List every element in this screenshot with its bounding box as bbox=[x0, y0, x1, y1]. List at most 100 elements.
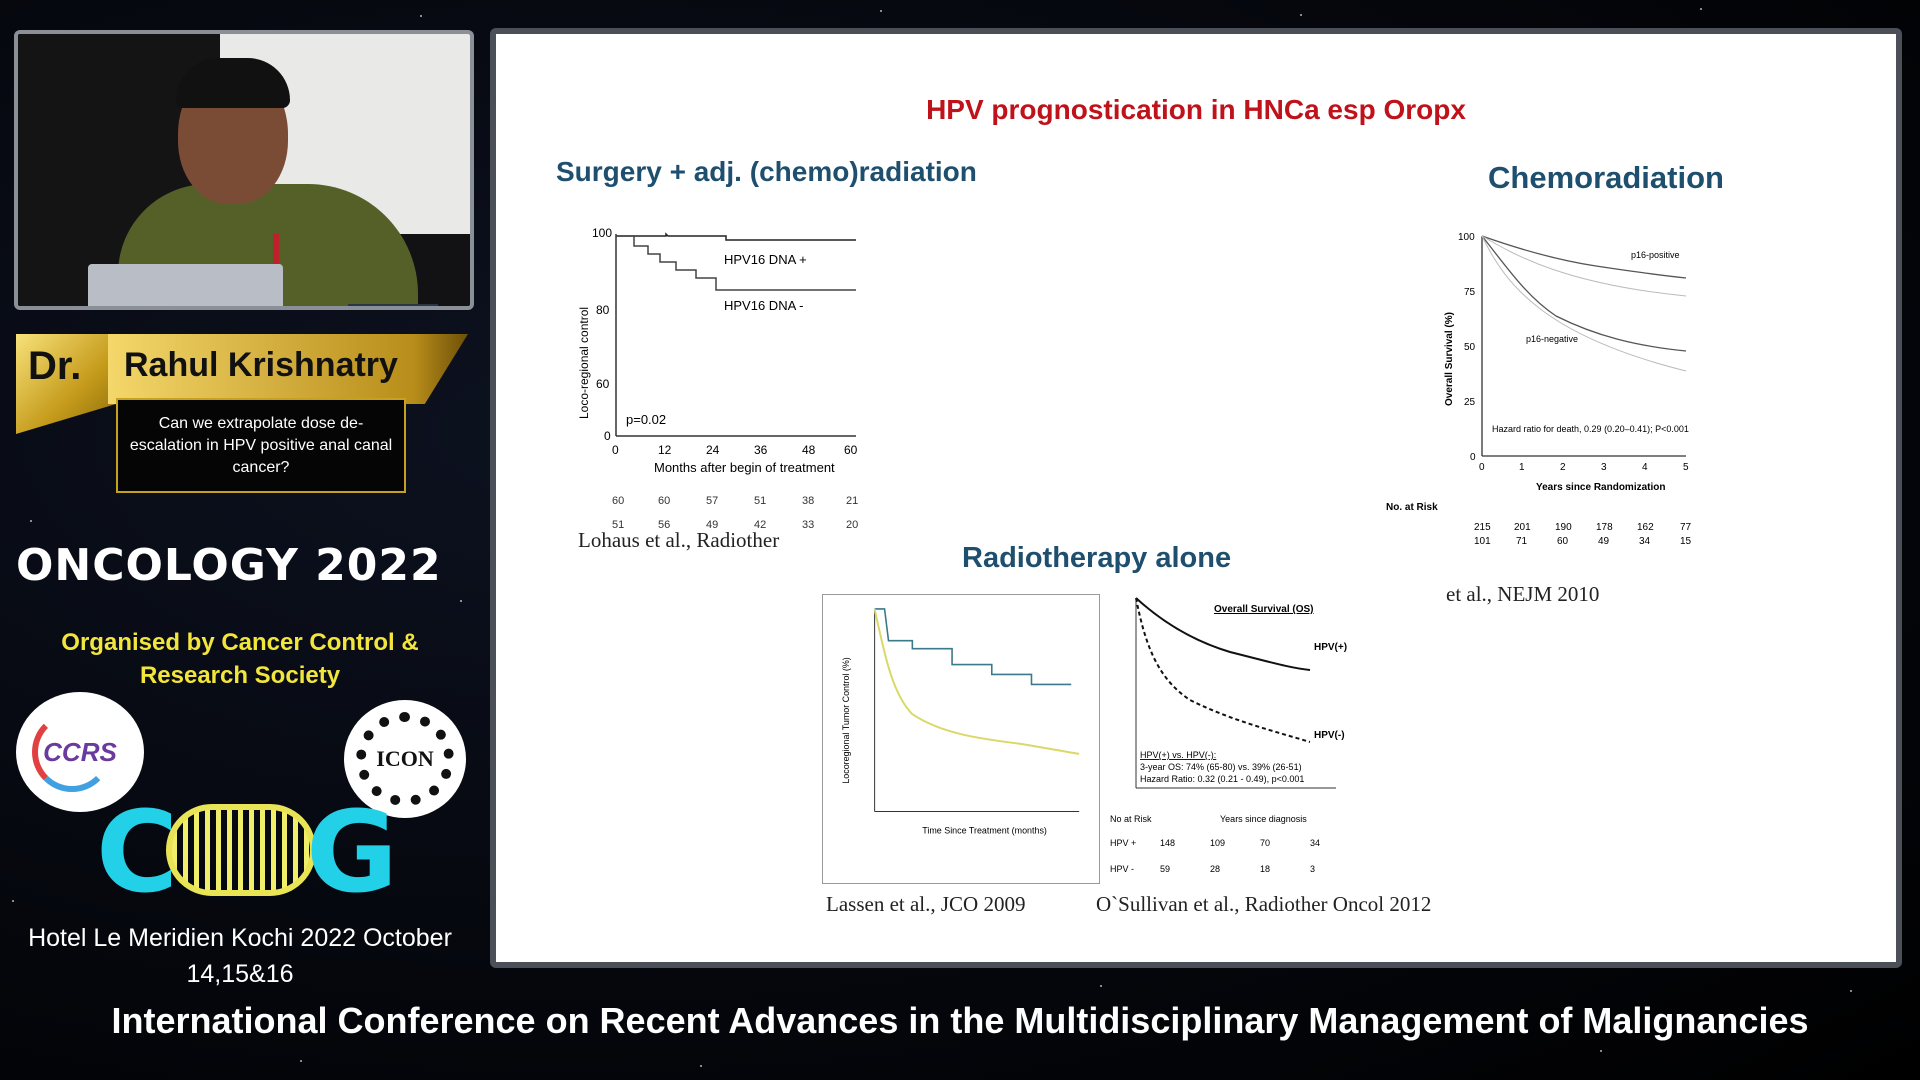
ccrs-logo: CCRS bbox=[16, 692, 144, 812]
speaker-name-banner: Dr. Rahul Krishnatry Can we extrapolate … bbox=[16, 334, 468, 494]
p3r-risk: 34 bbox=[1310, 838, 1320, 848]
p3r-stats-3: Hazard Ratio: 0.32 (0.21 - 0.49), p<0.00… bbox=[1140, 774, 1304, 784]
panel1-citation: Lohaus et al., Radiother bbox=[578, 528, 780, 552]
p1-xtick: 24 bbox=[706, 443, 720, 457]
p1-label-pos: HPV16 DNA + bbox=[724, 252, 807, 267]
p2-ci-lower bbox=[1481, 235, 1687, 372]
slide-title: HPV prognostication in HNCa esp Oropx bbox=[926, 94, 1466, 125]
p3l-xlabel: Time Since Treatment (months) bbox=[922, 825, 1047, 835]
p2-risk: 201 bbox=[1514, 522, 1531, 533]
p3r-risk-pos-label: HPV + bbox=[1110, 838, 1136, 848]
p1-risk-pos: 60 60 57 51 38 21 bbox=[612, 495, 858, 507]
p1-xtick: 0 bbox=[612, 443, 619, 457]
panel2-heading: Chemoradiation bbox=[1488, 160, 1724, 195]
p2-label-pos: p16-positive bbox=[1631, 250, 1680, 260]
p3r-risk-neg: 59 28 18 3 bbox=[1160, 864, 1315, 874]
p3r-risk: 109 bbox=[1210, 838, 1225, 848]
p1-xtick: 48 bbox=[802, 443, 816, 457]
p1-risk: 51 bbox=[754, 495, 766, 507]
p3r-risk: 3 bbox=[1310, 864, 1315, 874]
p3r-risk: 148 bbox=[1160, 838, 1175, 848]
p2-ytick: 50 bbox=[1464, 342, 1476, 353]
venue-line-2: 14,15&16 bbox=[186, 960, 294, 988]
p3r-series-neg bbox=[1135, 597, 1311, 743]
p1-pvalue: p=0.02 bbox=[626, 412, 666, 427]
p2-risk: 49 bbox=[1598, 536, 1610, 547]
p3r-risk-pos: 148 109 70 34 bbox=[1160, 838, 1320, 848]
second-laptop-icon bbox=[348, 304, 438, 306]
p2-label-neg: p16-negative bbox=[1526, 334, 1578, 344]
p3r-at-risk: No at Risk bbox=[1110, 814, 1152, 824]
p2-risk: 162 bbox=[1637, 522, 1654, 533]
panel1-heading: Surgery + adj. (chemo)radiation bbox=[556, 156, 977, 187]
p1-risk: 60 bbox=[612, 495, 624, 507]
p2-risk: 101 bbox=[1474, 536, 1491, 547]
p1-xtick: 36 bbox=[754, 443, 768, 457]
p1-ytick: 80 bbox=[596, 303, 610, 317]
p2-risk: 60 bbox=[1557, 536, 1569, 547]
p2-risk-pos: 215 201 190 178 162 77 bbox=[1474, 522, 1692, 533]
p3r-risk: 18 bbox=[1260, 864, 1270, 874]
p2-ytick: 25 bbox=[1464, 397, 1476, 408]
p1-series-pos bbox=[616, 232, 856, 241]
p1-risk: 20 bbox=[846, 519, 858, 531]
p3r-risk: 59 bbox=[1160, 864, 1170, 874]
panel3-left-plot: Locoregional Tumor Control (%) Time Sinc… bbox=[822, 594, 1100, 884]
p1-xtick: 12 bbox=[658, 443, 672, 457]
p2-xlabel: Years since Randomization bbox=[1536, 482, 1666, 493]
p3r-title: Overall Survival (OS) bbox=[1214, 604, 1314, 615]
panel3-right-plot: Overall Survival (OS) HPV(+) HPV(-) HPV(… bbox=[1110, 597, 1347, 874]
p2-ylabel: Overall Survival (%) bbox=[1444, 312, 1455, 406]
p1-series-neg bbox=[616, 235, 856, 291]
p3r-stats-1: HPV(+) vs. HPV(-): bbox=[1140, 750, 1216, 760]
p3r-risk: 28 bbox=[1210, 864, 1220, 874]
p3r-risk: 70 bbox=[1260, 838, 1270, 848]
talk-title: Can we extrapolate dose de-escalation in… bbox=[129, 414, 393, 476]
p2-hazard: Hazard ratio for death, 0.29 (0.20–0.41)… bbox=[1492, 424, 1689, 434]
p1-risk: 56 bbox=[658, 519, 670, 531]
p1-ytick: 0 bbox=[604, 429, 611, 443]
p3l-series-neg bbox=[873, 608, 1080, 755]
p1-risk: 49 bbox=[706, 519, 718, 531]
p1-risk: 60 bbox=[658, 495, 670, 507]
p2-xticks: 0 1 2 3 4 5 bbox=[1479, 462, 1689, 473]
organiser-text: Organised by Cancer Control & Research S… bbox=[61, 629, 419, 689]
p2-risk-neg: 101 71 60 49 34 15 bbox=[1474, 536, 1692, 547]
presentation-slide: HPV prognostication in HNCa esp Oropx Su… bbox=[490, 28, 1902, 968]
p3r-xlabel: Years since diagnosis bbox=[1220, 814, 1307, 824]
talk-title-box: Can we extrapolate dose de-escalation in… bbox=[116, 398, 406, 493]
p2-risk: 215 bbox=[1474, 522, 1491, 533]
p2-ytick: 0 bbox=[1470, 452, 1476, 463]
p1-xtick: 60 bbox=[844, 443, 858, 457]
conference-full-title: International Conference on Recent Advan… bbox=[111, 1000, 1809, 1041]
p1-risk: 38 bbox=[802, 495, 814, 507]
p2-risk: 178 bbox=[1596, 522, 1613, 533]
panel2-citation: et al., NEJM 2010 bbox=[1446, 582, 1600, 606]
icon-logo-text: ICON bbox=[376, 746, 434, 771]
conference-name: ONCOLOGY 2022 bbox=[16, 540, 442, 591]
p3r-series-pos bbox=[1135, 597, 1311, 671]
p2-xtick: 0 bbox=[1479, 462, 1485, 473]
p2-ci-upper bbox=[1481, 235, 1687, 297]
p2-xtick: 5 bbox=[1683, 462, 1689, 473]
p1-risk: 33 bbox=[802, 519, 814, 531]
p2-ytick: 75 bbox=[1464, 287, 1476, 298]
p2-xtick: 1 bbox=[1519, 462, 1525, 473]
speaker-name: Rahul Krishnatry bbox=[124, 346, 398, 384]
venue-info: Hotel Le Meridien Kochi 2022 October 14,… bbox=[10, 920, 470, 992]
p2-risk: 34 bbox=[1639, 536, 1651, 547]
icon-logo: ICON bbox=[344, 700, 466, 818]
p3r-label-pos: HPV(+) bbox=[1314, 642, 1347, 653]
ccrs-arc-icon bbox=[32, 712, 112, 792]
p2-at-risk-label: No. at Risk bbox=[1386, 502, 1438, 513]
p1-risk-neg: 51 56 49 42 33 20 bbox=[612, 519, 858, 531]
p1-risk: 51 bbox=[612, 519, 624, 531]
p1-risk: 21 bbox=[846, 495, 858, 507]
panel3-left-citation: Lassen et al., JCO 2009 bbox=[826, 892, 1026, 916]
p1-ylabel: Loco-regional control bbox=[577, 307, 591, 419]
name-bar bbox=[108, 334, 468, 404]
laptop-icon bbox=[88, 264, 283, 306]
p2-risk: 190 bbox=[1555, 522, 1572, 533]
p3l-ylabel: Locoregional Tumor Control (%) bbox=[841, 657, 851, 783]
